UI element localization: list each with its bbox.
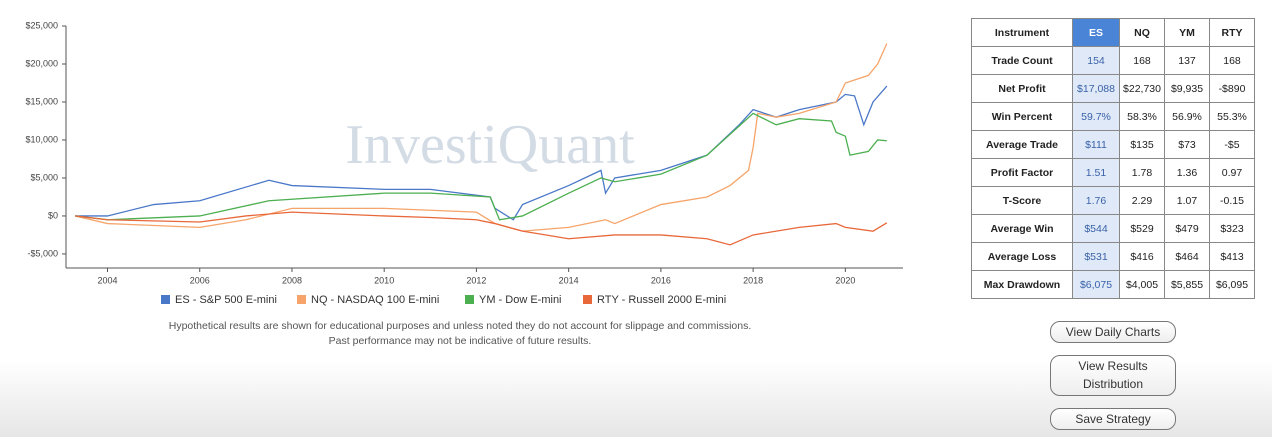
row-label: Trade Count bbox=[971, 46, 1073, 75]
value-cell: 1.76 bbox=[1072, 186, 1120, 215]
table-row: Average Win $544 $529 $479 $323 bbox=[971, 214, 1255, 243]
value-cell: $73 bbox=[1164, 130, 1210, 159]
row-label: Win Percent bbox=[971, 102, 1073, 131]
table-row: Win Percent 59.7% 58.3% 56.9% 55.3% bbox=[971, 102, 1255, 131]
legend-swatch bbox=[465, 295, 474, 304]
chart: InvestiQuant -$5,000 $0 $5,000 $10,000 $15,0… bbox=[25, 20, 903, 306]
value-cell: -0.15 bbox=[1209, 186, 1255, 215]
value-cell: $479 bbox=[1164, 214, 1210, 243]
header-cell: NQ bbox=[1119, 18, 1165, 47]
series-line bbox=[75, 85, 888, 221]
value-cell: -$5 bbox=[1209, 130, 1255, 159]
value-cell: 154 bbox=[1072, 46, 1120, 75]
value-cell: $17,088 bbox=[1072, 74, 1120, 103]
value-cell: 1.51 bbox=[1072, 158, 1120, 187]
legend-label: RTY - Russell 2000 E-mini bbox=[597, 294, 726, 306]
table-header-row: Instrument ES NQ YM RTY bbox=[971, 18, 1255, 47]
x-tick-label: 2004 bbox=[97, 275, 117, 285]
value-cell: $9,935 bbox=[1164, 74, 1210, 103]
value-cell: 59.7% bbox=[1072, 102, 1120, 131]
row-label: Average Win bbox=[971, 214, 1073, 243]
x-tick-label: 2006 bbox=[190, 275, 210, 285]
value-cell: $544 bbox=[1072, 214, 1120, 243]
value-cell: $6,095 bbox=[1209, 270, 1255, 299]
header-cell: ES bbox=[1072, 18, 1120, 47]
row-label: Net Profit bbox=[971, 74, 1073, 103]
value-cell: 56.9% bbox=[1164, 102, 1210, 131]
header-cell: Instrument bbox=[971, 18, 1073, 47]
disclaimer-line: Past performance may not be indicative o… bbox=[328, 335, 592, 347]
x-tick-label: 2018 bbox=[743, 275, 763, 285]
button[interactable]: View Daily Charts bbox=[1050, 321, 1176, 343]
legend-swatch bbox=[297, 295, 306, 304]
value-cell: $323 bbox=[1209, 214, 1255, 243]
value-cell: $529 bbox=[1119, 214, 1165, 243]
button[interactable]: Save Strategy bbox=[1050, 408, 1176, 430]
button[interactable]: View Results Distribution bbox=[1050, 355, 1176, 396]
value-cell: 168 bbox=[1209, 46, 1255, 75]
series-line bbox=[75, 112, 887, 221]
y-tick-label: -$5,000 bbox=[27, 248, 58, 258]
disclaimer-line: Hypothetical results are shown for educa… bbox=[168, 320, 752, 332]
value-cell: $4,005 bbox=[1119, 270, 1165, 299]
row-label: Average Trade bbox=[971, 130, 1073, 159]
header-cell: RTY bbox=[1209, 18, 1255, 47]
row-label: T-Score bbox=[971, 186, 1073, 215]
legend-swatch bbox=[583, 295, 592, 304]
value-cell: 1.36 bbox=[1164, 158, 1210, 187]
value-cell: $5,855 bbox=[1164, 270, 1210, 299]
value-cell: $531 bbox=[1072, 242, 1120, 271]
table-row: Trade Count 154 168 137 168 bbox=[971, 46, 1255, 75]
legend-label: NQ - NASDAQ 100 E-mini bbox=[311, 294, 439, 306]
stats-table: Instrument ES NQ YM RTY Trade Count 154 168 137 1… bbox=[971, 18, 1255, 299]
y-tick-label: $25,000 bbox=[25, 20, 58, 30]
value-cell: $22,730 bbox=[1119, 74, 1165, 103]
table-row: Max Drawdown $6,075 $4,005 $5,855 $6,095 bbox=[971, 270, 1255, 299]
table-row: Average Loss $531 $416 $464 $413 bbox=[971, 242, 1255, 271]
row-label: Average Loss bbox=[971, 242, 1073, 271]
table-row: Profit Factor 1.51 1.78 1.36 0.97 bbox=[971, 158, 1255, 187]
value-cell: 2.29 bbox=[1119, 186, 1165, 215]
value-cell: 55.3% bbox=[1209, 102, 1255, 131]
value-cell: 1.78 bbox=[1119, 158, 1165, 187]
x-tick-label: 2020 bbox=[835, 275, 855, 285]
value-cell: 1.07 bbox=[1164, 186, 1210, 215]
value-cell: 137 bbox=[1164, 46, 1210, 75]
table-row: T-Score 1.76 2.29 1.07 -0.15 bbox=[971, 186, 1255, 215]
x-tick-label: 2014 bbox=[559, 275, 579, 285]
x-tick-label: 2010 bbox=[374, 275, 394, 285]
watermark: InvestiQuant bbox=[345, 114, 635, 176]
x-tick-label: 2008 bbox=[282, 275, 302, 285]
x-tick-label: 2016 bbox=[651, 275, 671, 285]
value-cell: $111 bbox=[1072, 130, 1120, 159]
legend-label: ES - S&P 500 E-mini bbox=[175, 294, 277, 306]
series-line bbox=[75, 43, 888, 232]
table-row: Net Profit $17,088 $22,730 $9,935 -$890 bbox=[971, 74, 1255, 103]
header-cell: YM bbox=[1164, 18, 1210, 47]
y-tick-label: $5,000 bbox=[30, 172, 58, 182]
value-cell: $416 bbox=[1119, 242, 1165, 271]
y-tick-label: $15,000 bbox=[25, 96, 58, 106]
x-tick-label: 2012 bbox=[466, 275, 486, 285]
value-cell: 0.97 bbox=[1209, 158, 1255, 187]
value-cell: $413 bbox=[1209, 242, 1255, 271]
y-tick-label: $10,000 bbox=[25, 134, 58, 144]
y-tick-label: $20,000 bbox=[25, 58, 58, 68]
table-row: Average Trade $111 $135 $73 -$5 bbox=[971, 130, 1255, 159]
y-tick-label: $0 bbox=[48, 210, 58, 220]
row-label: Max Drawdown bbox=[971, 270, 1073, 299]
disclaimer: Hypothetical results are shown for educa… bbox=[60, 319, 860, 349]
value-cell: 168 bbox=[1119, 46, 1165, 75]
series-line bbox=[75, 211, 888, 246]
legend-swatch bbox=[161, 295, 170, 304]
legend-label: YM - Dow E-mini bbox=[479, 294, 562, 306]
value-cell: $135 bbox=[1119, 130, 1165, 159]
value-cell: -$890 bbox=[1209, 74, 1255, 103]
value-cell: $6,075 bbox=[1072, 270, 1120, 299]
value-cell: 58.3% bbox=[1119, 102, 1165, 131]
value-cell: $464 bbox=[1164, 242, 1210, 271]
row-label: Profit Factor bbox=[971, 158, 1073, 187]
